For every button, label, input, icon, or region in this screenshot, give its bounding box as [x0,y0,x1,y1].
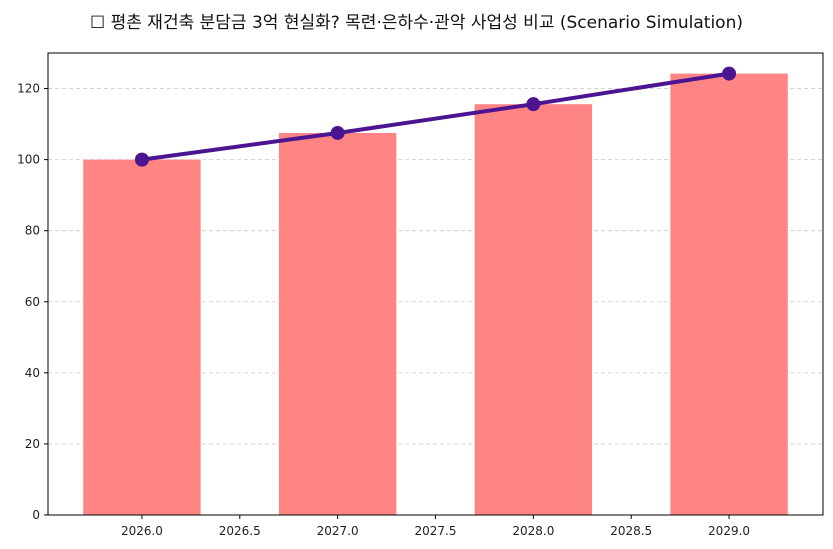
y-tick-label: 100 [17,153,40,167]
x-tick-label: 2028.0 [512,524,554,538]
data-point [722,66,737,81]
x-tick-label: 2026.0 [121,524,163,538]
bar [278,132,397,515]
bar [474,104,593,515]
chart-title: ☐ 평촌 재건축 분담금 3억 현실화? 목련·은하수·관악 사업성 비교 (S… [89,13,743,33]
x-tick-label: 2029.0 [708,524,750,538]
plot-frame [47,52,824,516]
data-point [330,125,345,140]
y-tick-label: 120 [17,82,40,96]
x-tick-label: 2028.5 [610,524,652,538]
y-tick-label: 40 [25,366,40,380]
y-tick-label: 80 [25,224,40,238]
y-tick-label: 60 [25,295,40,309]
bar [83,159,201,515]
y-tick-label: 0 [32,508,40,522]
data-point [526,97,541,112]
bar [670,73,788,515]
series-line [141,71,730,162]
y-tick-label: 20 [25,437,40,451]
x-tick-label: 2027.0 [317,524,359,538]
x-tick-label: 2026.5 [219,524,261,538]
x-tick-label: 2027.5 [415,524,457,538]
data-point [134,152,149,167]
